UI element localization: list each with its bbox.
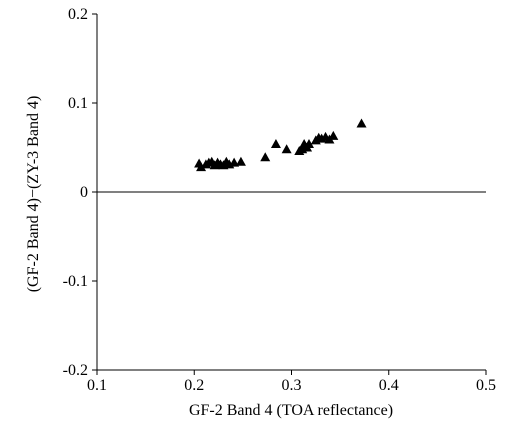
x-tick-label: 0.4: [379, 377, 399, 394]
y-tick-label: 0: [80, 184, 88, 201]
data-point-triangle: [356, 118, 367, 128]
y-tick-label: -0.1: [63, 273, 88, 290]
y-tick-label: 0.2: [68, 6, 88, 23]
data-points: [194, 118, 367, 172]
x-tick-label: 0.2: [184, 377, 204, 394]
data-point-triangle: [260, 152, 271, 162]
data-point-triangle: [328, 130, 339, 140]
y-tick-label: 0.1: [68, 95, 88, 112]
ticks: -0.2 -0.1 0 0.1 0.2 0.1 0.2 0.3 0.4 0.5: [63, 6, 496, 394]
data-point-triangle: [196, 162, 207, 172]
x-axis-title: GF-2 Band 4 (TOA reflectance): [189, 402, 393, 419]
data-point-triangle: [229, 157, 240, 167]
data-point-triangle: [235, 156, 246, 166]
x-tick-label: 0.1: [87, 377, 107, 394]
axes: [96, 14, 486, 371]
data-point-triangle: [304, 138, 315, 148]
data-point-triangle: [270, 138, 281, 148]
x-tick-label: 0.5: [476, 377, 496, 394]
data-point-triangle: [281, 144, 292, 154]
y-axis-title: (GF-2 Band 4)−(ZY-3 Band 4): [25, 96, 42, 293]
x-tick-label: 0.3: [282, 377, 302, 394]
y-tick-label: -0.2: [63, 362, 88, 379]
